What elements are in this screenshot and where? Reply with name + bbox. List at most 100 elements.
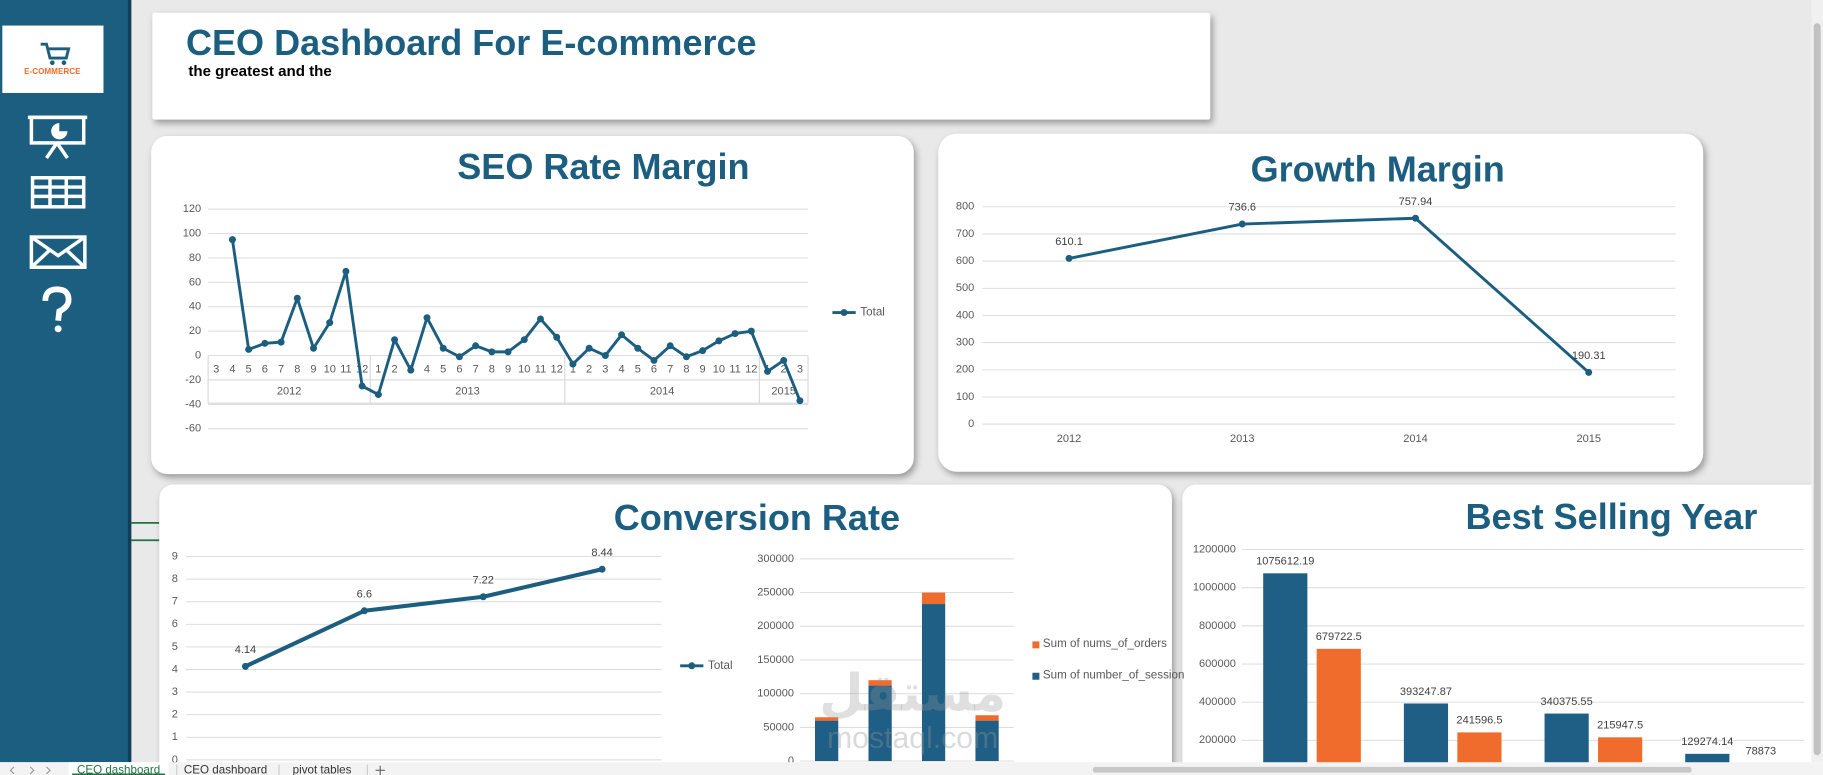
y-tick-label: 3 (172, 686, 178, 698)
data-label: 679722.5 (1316, 631, 1362, 643)
marker (326, 319, 334, 327)
y-tick-label: 700 (956, 228, 974, 240)
data-label: 1075612.19 (1256, 556, 1314, 568)
bar (1263, 573, 1308, 775)
marker (1585, 368, 1593, 376)
x-tick-label: 11 (535, 363, 546, 375)
chart-card (938, 133, 1704, 472)
marker (358, 382, 366, 390)
marker (360, 607, 368, 615)
x-tick-label: 10 (324, 363, 336, 375)
marker (699, 347, 707, 355)
x-tick-label: 5 (440, 363, 446, 375)
x-tick-label: 6 (651, 363, 657, 375)
y-tick-label: 1 (172, 731, 178, 743)
y-tick-label: 9 (172, 550, 178, 562)
marker (479, 593, 487, 601)
active-tab[interactable] (68, 762, 169, 775)
marker (374, 391, 382, 399)
data-label: 610.1 (1055, 236, 1083, 248)
data-label: 8.44 (591, 547, 612, 559)
y-tick-label: 200 (956, 364, 974, 376)
x-tick-label: 2015 (1576, 433, 1601, 445)
legend-label-box: Sum of number_of_session (1043, 669, 1185, 682)
x-tick-label: 12 (356, 363, 368, 375)
presentation-icon[interactable] (27, 115, 88, 160)
y-tick-label: 40 (189, 301, 201, 313)
chart-title: Best Selling Year (1466, 496, 1758, 537)
y-tick-label: 8 (172, 573, 178, 585)
y-tick-label: 400 (956, 309, 974, 321)
data-label: 4.14 (235, 644, 256, 656)
chart-card (159, 484, 1172, 775)
marker (228, 236, 236, 244)
line (1068, 216, 1590, 374)
h-scroll-thumb[interactable] (1092, 766, 1692, 773)
chart-conversion-line: Conversion Rate 0 1 2 3 4 5 6 7 8 9 4.14 6.6 7.22 8.44… (172, 497, 900, 766)
marker (1238, 220, 1246, 228)
marker (601, 352, 609, 360)
legend-swatch (1032, 672, 1040, 680)
marker (796, 397, 804, 405)
bar (815, 720, 839, 762)
marker (650, 356, 658, 364)
dashboard-subtitle: the greatest and the (188, 63, 331, 80)
data-label: 7.22 (472, 574, 493, 586)
bar (868, 685, 892, 762)
y-tick-label: 300000 (757, 553, 794, 565)
y-tick-label: 100 (183, 227, 201, 239)
watermark: مستقل (819, 665, 1006, 722)
data-label: 340375.55 (1541, 696, 1593, 708)
marker (780, 356, 788, 364)
sheet-tab[interactable]: CEO dashboard (77, 763, 160, 775)
chart-seo: SEO Rate Margin -60 -40 -20 0 20 40 60 80 100 120 3… (183, 146, 885, 435)
x-tick-label: 4 (618, 363, 624, 375)
y-tick-label: 80 (189, 252, 201, 264)
y-tick-label: 7 (172, 596, 178, 608)
pie-icon (51, 123, 68, 140)
y-tick-label: 100000 (757, 688, 794, 700)
legend-swatch (840, 309, 848, 317)
bar (975, 720, 999, 762)
add-sheet[interactable] (375, 765, 385, 775)
legend-label: Sum of nums_of_orders (1042, 637, 1167, 651)
tab-nav[interactable] (9, 766, 51, 775)
bar (975, 715, 999, 721)
y-tick-label: 200000 (757, 620, 794, 632)
sheet-tab[interactable]: pivot tables (293, 763, 352, 775)
y-tick-label: 1200000 (1193, 544, 1236, 556)
marker (520, 336, 528, 344)
y-tick-label: 0 (968, 418, 974, 430)
data-label: 393247.87 (1400, 686, 1452, 698)
x-group-label: 2015 (771, 385, 796, 397)
x-tick-label: 11 (729, 363, 740, 375)
chart-title: Growth Margin (1251, 148, 1505, 189)
x-tick-label: 1 (570, 363, 576, 375)
marker (598, 565, 606, 573)
marker (764, 367, 771, 375)
y-tick-label: 200000 (1199, 734, 1236, 746)
bar (921, 604, 946, 762)
mail-icon[interactable] (29, 235, 87, 269)
x-tick-label: 3 (213, 363, 219, 375)
y-tick-label: 300 (956, 337, 974, 349)
data-label: 6.6 (357, 588, 372, 600)
y-tick-label: 20 (189, 325, 201, 337)
x-tick-label: 2014 (1403, 433, 1428, 445)
table-icon[interactable] (30, 176, 86, 209)
help-icon[interactable] (42, 286, 72, 322)
y-tick-label: 600000 (1199, 658, 1236, 670)
x-tick-label: 4 (229, 363, 235, 375)
x-tick-label: 6 (262, 363, 268, 375)
x-tick-label: 2 (781, 363, 787, 375)
sheet-tab[interactable]: CEO dashboard (184, 763, 267, 775)
x-group-label: 2013 (455, 385, 480, 397)
marker (569, 360, 577, 368)
marker (537, 315, 544, 323)
marker (488, 348, 496, 356)
watermark: mostaql.com (827, 722, 998, 755)
x-tick-label: 3 (602, 363, 608, 375)
scroll-thumb[interactable] (1813, 23, 1821, 756)
x-tick-label: 7 (278, 363, 284, 375)
marker (472, 342, 480, 350)
